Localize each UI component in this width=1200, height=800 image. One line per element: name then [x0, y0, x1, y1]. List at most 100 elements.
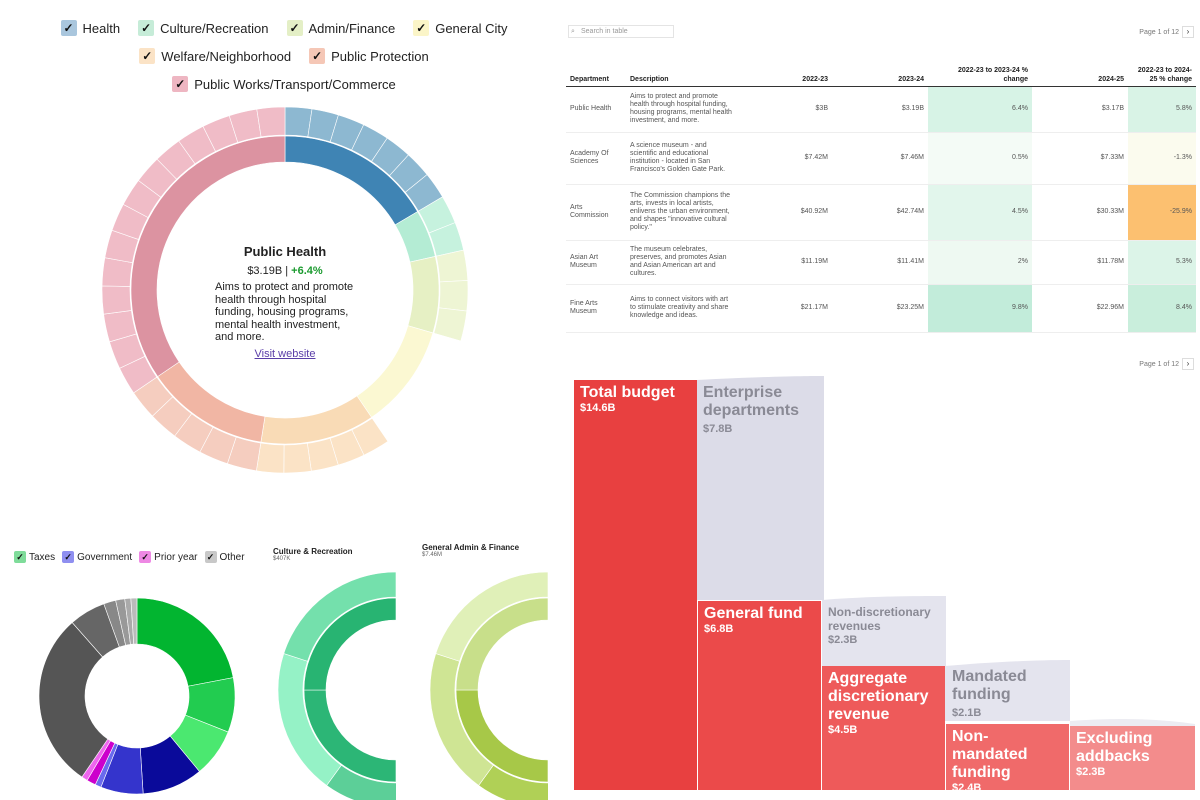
column-header[interactable]: Department: [566, 52, 626, 87]
sunburst-outer-segment[interactable]: [283, 443, 312, 474]
nondisc-block[interactable]: Non-discretionary revenues $2.3B: [822, 601, 945, 651]
general-fund-block[interactable]: General fund $6.8B: [698, 601, 821, 790]
admin-donut[interactable]: [420, 560, 548, 800]
revenue-donut-slice[interactable]: [136, 597, 234, 687]
change-cell: 8.4%: [1128, 284, 1196, 333]
column-header[interactable]: 2022-23 to 2023-24 % change: [928, 52, 1032, 87]
sunburst-inner-segment[interactable]: [407, 256, 440, 334]
table-row: Asian Art Museum The museum celebrates, p…: [566, 240, 1196, 285]
checkbox-icon[interactable]: ✓: [413, 20, 430, 36]
legend-label: Public Works/Transport/Commerce: [194, 76, 396, 92]
value-cell: $3.19B: [832, 86, 928, 133]
pager-text: Page 1 of 12: [1139, 28, 1179, 36]
enterprise-band: [697, 376, 824, 600]
donut-slice[interactable]: [283, 571, 396, 662]
checkbox-icon[interactable]: ✓: [139, 551, 152, 563]
value-cell: $11.78M: [1032, 240, 1128, 285]
legend-item[interactable]: ✓ Public Works/Transport/Commerce: [172, 76, 396, 92]
culture-amount: $407K: [273, 556, 291, 562]
pager-text: Page 1 of 12: [1139, 360, 1179, 368]
legend-item[interactable]: ✓ Taxes: [14, 551, 55, 563]
donut-slice[interactable]: [455, 597, 548, 691]
legend-label: Taxes: [29, 551, 56, 563]
column-header[interactable]: 2023-24: [832, 52, 928, 87]
legend-item[interactable]: ✓ Culture/Recreation: [138, 20, 269, 36]
checkbox-icon[interactable]: ✓: [172, 76, 189, 92]
sunburst-chart[interactable]: [0, 0, 560, 520]
value-cell: $22.96M: [1032, 284, 1128, 333]
legend-item[interactable]: ✓ General City: [413, 20, 507, 36]
checkbox-icon[interactable]: ✓: [138, 20, 155, 36]
next-page-button[interactable]: ›: [1182, 358, 1194, 370]
sunburst-outer-segment[interactable]: [284, 106, 313, 138]
sunburst-outer-segment[interactable]: [101, 285, 132, 315]
column-header[interactable]: 2022-23 to 2024-25 % change: [1128, 52, 1196, 87]
aggregate-block[interactable]: Aggregate discretionary revenue $4.5B: [822, 666, 945, 790]
sunburst-outer-segment[interactable]: [438, 280, 469, 312]
sunburst-outer-segment[interactable]: [435, 249, 469, 283]
column-header[interactable]: Description: [626, 52, 736, 87]
change-cell: -1.3%: [1128, 132, 1196, 185]
desc-cell: A science museum - and scientific and ed…: [626, 132, 736, 185]
change-cell: 2%: [928, 240, 1032, 285]
legend-label: Public Protection: [331, 48, 429, 64]
enterprise-label: Enterprise departments: [703, 384, 800, 419]
dept-cell: Fine Arts Museum: [566, 284, 626, 333]
legend-item[interactable]: ✓ Other: [204, 551, 245, 563]
pager-bottom: Page 1 of 12 ›: [1139, 358, 1194, 370]
total-label: Total budget: [580, 384, 675, 401]
legend-item[interactable]: ✓ Public Protection: [309, 48, 429, 64]
value-cell: $23.25M: [832, 284, 928, 333]
aggregate-value: $4.5B: [828, 724, 858, 736]
change-cell: 5.8%: [1128, 86, 1196, 133]
checkbox-icon[interactable]: ✓: [60, 20, 77, 36]
sunburst-inner-segment[interactable]: [130, 135, 286, 377]
value-cell: $3.17B: [1032, 86, 1128, 133]
dept-cell: Arts Commission: [566, 184, 626, 241]
value-cell: $7.42M: [736, 132, 832, 185]
flow-bands: [697, 376, 1195, 726]
donut-slice[interactable]: [435, 571, 548, 662]
sunburst-outer-segment[interactable]: [256, 442, 285, 474]
legend-item[interactable]: ✓ Health: [60, 20, 121, 36]
culture-donut[interactable]: [270, 560, 396, 800]
mandated-block[interactable]: Mandated funding $2.1B: [946, 664, 1069, 726]
checkbox-icon[interactable]: ✓: [14, 551, 26, 563]
legend-item[interactable]: ✓ Prior year: [139, 551, 198, 563]
legend-label: Health: [82, 20, 121, 36]
donut-slice[interactable]: [303, 597, 396, 691]
pager-top: Page 1 of 12 ›: [1139, 26, 1194, 38]
legend-item[interactable]: ✓ Admin/Finance: [286, 20, 395, 36]
nonmandated-block[interactable]: Non-mandated funding $2.4B: [946, 724, 1069, 794]
admin-amount: $7.46M: [422, 552, 443, 558]
table-search-input[interactable]: ⌕ Search in table: [568, 25, 674, 38]
legend-item[interactable]: ✓ Government: [62, 551, 132, 563]
revenue-donut[interactable]: [0, 570, 270, 800]
nondisc-label: Non-discretionary revenues: [828, 605, 931, 633]
checkbox-icon[interactable]: ✓: [286, 20, 303, 36]
checkbox-icon[interactable]: ✓: [62, 551, 75, 563]
visit-website-link[interactable]: Visit website: [254, 347, 316, 360]
total-value: $14.6B: [580, 402, 616, 414]
checkbox-icon[interactable]: ✓: [204, 551, 217, 563]
checkbox-icon[interactable]: ✓: [309, 48, 326, 64]
next-page-button[interactable]: ›: [1182, 26, 1194, 38]
nondisc-value: $2.3B: [828, 634, 858, 646]
sunburst-outer-segment[interactable]: [256, 106, 286, 138]
enterprise-block[interactable]: Enterprise departments $7.8B: [697, 380, 820, 442]
legend-label: Government: [77, 551, 133, 563]
revenue-donut-slice[interactable]: [38, 622, 109, 778]
dept-cell: Academy Of Sciences: [566, 132, 626, 185]
general-value: $6.8B: [704, 623, 734, 635]
checkbox-icon[interactable]: ✓: [139, 48, 156, 64]
revenue-donut-slice[interactable]: [130, 597, 138, 645]
legend-label: Prior year: [154, 551, 198, 563]
column-header[interactable]: 2024-25: [1032, 52, 1128, 87]
excluding-block[interactable]: Excluding addbacks $2.3B: [1070, 726, 1195, 790]
column-header[interactable]: 2022-23: [736, 52, 832, 87]
legend-item[interactable]: ✓ Welfare/Neighborhood: [139, 48, 291, 64]
total-budget-block[interactable]: Total budget $14.6B: [574, 380, 697, 790]
admin-title-text: General Admin & Finance: [422, 543, 520, 552]
center-change: +6.4%: [291, 264, 323, 277]
revenue-legend: ✓ Taxes ✓ Government ✓ Prior year ✓ Other: [14, 551, 266, 563]
